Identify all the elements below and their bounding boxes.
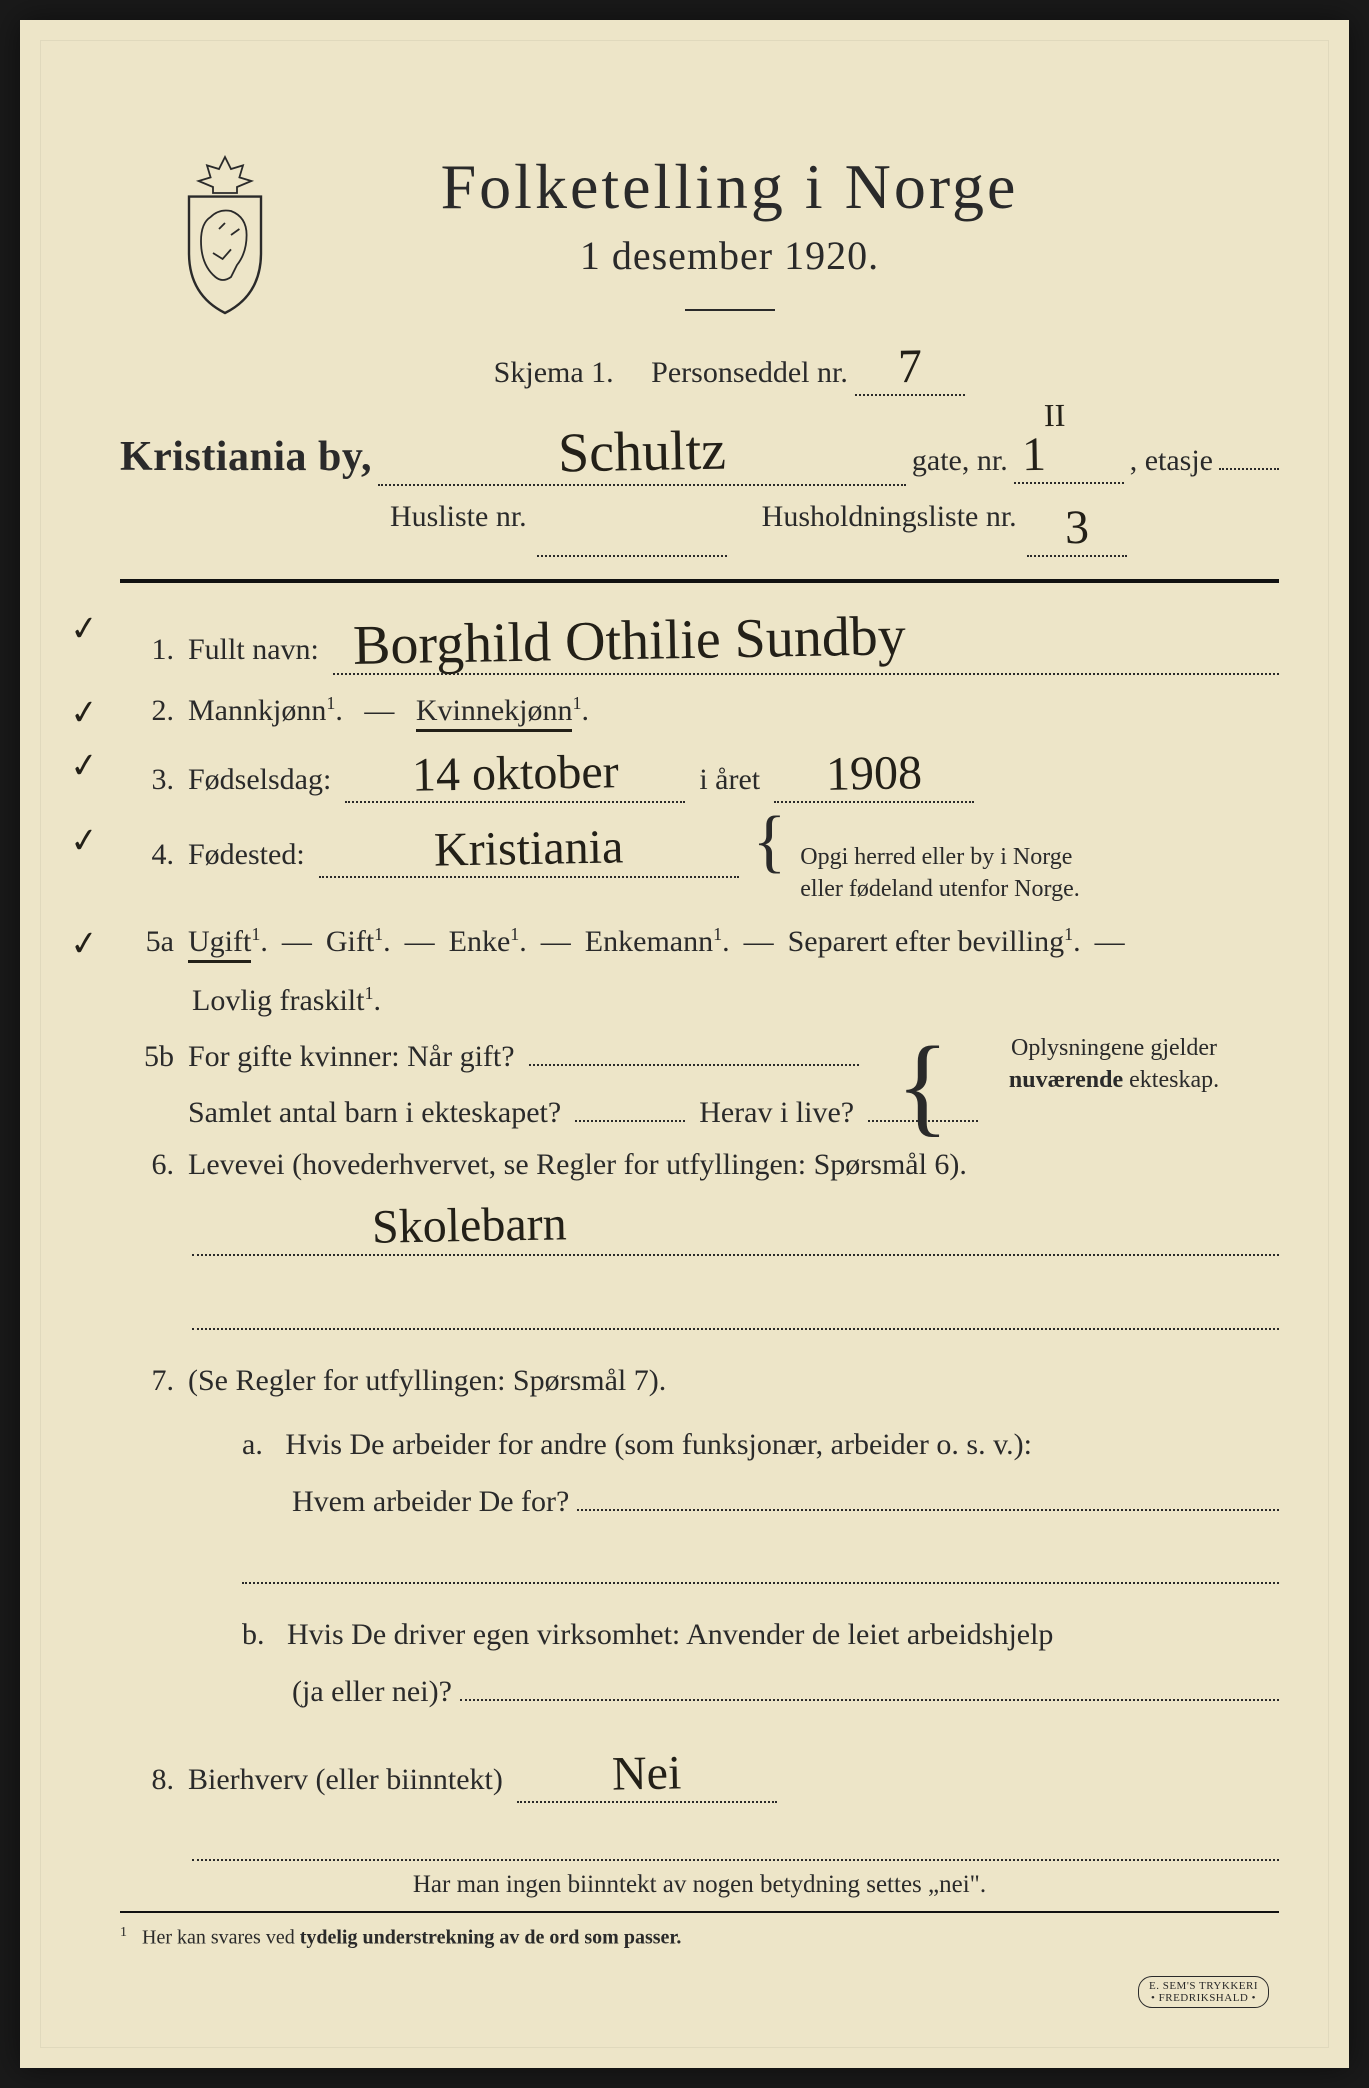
city-label: Kristiania by,	[120, 433, 372, 481]
q8-num: 8.	[120, 1763, 174, 1797]
q2-num: 2.	[120, 694, 174, 728]
check-mark-icon: ✓	[68, 922, 101, 965]
q1-num: 1.	[120, 633, 174, 667]
q3-year: 1908	[826, 745, 923, 802]
q2-kvinne: Kvinnekjønn1.	[416, 693, 589, 728]
q5b-num: 5b	[120, 1040, 174, 1074]
q5b-row1: 5b For gifte kvinner: Når gift? { Oplysn…	[120, 1036, 1279, 1074]
q7-intro: (Se Regler for utfyllingen: Spørsmål 7).	[188, 1364, 666, 1398]
q7-row: 7. (Se Regler for utfyllingen: Spørsmål …	[120, 1364, 1279, 1398]
q7-num: 7.	[120, 1364, 174, 1398]
q3-year-label: i året	[699, 763, 760, 797]
q5a-separert: Separert efter bevilling1.	[788, 924, 1081, 959]
q7-body: a. Hvis De arbeider for andre (som funks…	[192, 1416, 1279, 1720]
location-row-1: Kristiania by, Schultz gate, nr. 1 II , …	[120, 420, 1279, 486]
footer-rule	[120, 1911, 1279, 1913]
q5b-row2: Samlet antal barn i ekteskapet? Herav i …	[120, 1092, 1279, 1130]
q5a-gift: Gift1.	[326, 924, 391, 959]
q5b-label2b: Herav i live?	[699, 1096, 854, 1130]
q1-row: ✓ 1. Fullt navn: Borghild Othilie Sundby	[120, 609, 1279, 675]
q3-daymonth: 14 oktober	[412, 744, 620, 803]
q6-blank-line	[192, 1290, 1279, 1330]
check-mark-icon: ✓	[68, 692, 101, 735]
q8-blank-line	[192, 1827, 1279, 1861]
street-value: Schultz	[557, 419, 726, 486]
personseddel-label: Personseddel nr.	[651, 356, 848, 389]
q7a-label: a.	[242, 1428, 263, 1461]
roman-floor: II	[1043, 397, 1065, 434]
title-divider	[685, 309, 775, 311]
q7a-text2: Hvem arbeider De for?	[292, 1473, 569, 1530]
q5a-fraskilt: Lovlig fraskilt1.	[192, 984, 381, 1017]
q1-value: Borghild Othilie Sundby	[352, 604, 906, 678]
check-mark-icon: ✓	[68, 608, 101, 651]
q4-value: Kristiania	[434, 819, 624, 877]
q8-label: Bierhverv (eller biinntekt)	[188, 1763, 503, 1797]
check-mark-icon: ✓	[68, 820, 101, 863]
q6-label: Levevei (hovederhvervet, se Regler for u…	[188, 1148, 967, 1182]
husliste-label: Husliste nr.	[390, 500, 527, 557]
q8-row: 8. Bierhverv (eller biinntekt) Nei	[120, 1746, 1279, 1803]
schema-row: Skjema 1. Personseddel nr. 7	[180, 339, 1279, 396]
form-header: Folketelling i Norge 1 desember 1920.	[180, 150, 1279, 311]
q4-label: Fødested:	[188, 838, 305, 872]
q7b-text1: Hvis De driver egen virksomhet: Anvender…	[287, 1618, 1053, 1651]
q5a-enkemann: Enkemann1.	[585, 924, 730, 959]
skjema-label: Skjema 1.	[494, 356, 614, 389]
q3-row: ✓ 3. Fødselsdag: 14 oktober i året 1908	[120, 746, 1279, 803]
subtitle-date: 1 desember 1920.	[180, 232, 1279, 279]
personseddel-nr-value: 7	[898, 339, 923, 394]
q3-label: Fødselsdag:	[188, 763, 331, 797]
q8-value: Nei	[612, 1745, 682, 1801]
brace-icon: {	[753, 824, 787, 859]
q2-mann: Mannkjønn1.	[188, 693, 343, 728]
location-row-2: Husliste nr. Husholdningsliste nr. 3	[120, 500, 1279, 557]
main-title: Folketelling i Norge	[180, 150, 1279, 224]
hushold-nr-value: 3	[1064, 500, 1089, 555]
q6-value: Skolebarn	[372, 1196, 568, 1254]
header-rule	[120, 579, 1279, 583]
etasje-label: , etasje	[1130, 444, 1213, 478]
q5b-label2a: Samlet antal barn i ekteskapet?	[188, 1096, 561, 1130]
printer-stamp: E. SEM'S TRYKKERI • FREDRIKSHALD •	[1138, 1976, 1269, 2008]
q6-row: 6. Levevei (hovederhvervet, se Regler fo…	[120, 1148, 1279, 1182]
q7b-label: b.	[242, 1618, 265, 1651]
q7b-text2: (ja eller nei)?	[292, 1663, 452, 1720]
census-form-page: Folketelling i Norge 1 desember 1920. Sk…	[20, 20, 1349, 2068]
q5a-row: ✓ 5a Ugift1. — Gift1. — Enke1. — Enkeman…	[120, 924, 1279, 1018]
q5b-label1: For gifte kvinner: Når gift?	[188, 1040, 515, 1074]
q4-num: 4.	[120, 838, 174, 872]
coat-of-arms-icon	[165, 150, 285, 320]
q4-note: Opgi herred eller by i Norge eller fødel…	[800, 841, 1120, 906]
q3-num: 3.	[120, 763, 174, 797]
printer-line2: • FREDRIKSHALD •	[1149, 1992, 1258, 2004]
house-nr-value: 1	[1021, 427, 1046, 482]
q2-row: ✓ 2. Mannkjønn1. — Kvinnekjønn1.	[120, 693, 1279, 728]
footer-note: Har man ingen biinntekt av nogen betydni…	[120, 1871, 1279, 1899]
gate-label: gate, nr.	[912, 444, 1008, 478]
printer-line1: E. SEM'S TRYKKERI	[1149, 1980, 1258, 1992]
q7a-text1: Hvis De arbeider for andre (som funksjon…	[285, 1428, 1032, 1461]
q5b-note: Oplysningene gjelder nuværende ekteskap.	[959, 1032, 1269, 1097]
check-mark-icon: ✓	[68, 745, 101, 788]
q6-answer-line: Skolebarn	[192, 1216, 1279, 1256]
q4-row: ✓ 4. Fødested: Kristiania { Opgi herred …	[120, 821, 1279, 906]
hushold-label: Husholdningsliste nr.	[762, 500, 1017, 557]
q5a-enke: Enke1.	[449, 924, 527, 959]
q1-label: Fullt navn:	[188, 633, 319, 667]
q5a-ugift: Ugift1.	[188, 924, 268, 959]
footnote: 1 Her kan svares ved tydelig understrekn…	[120, 1925, 1279, 1950]
q6-num: 6.	[120, 1148, 174, 1182]
q5a-num: 5a	[120, 925, 174, 959]
